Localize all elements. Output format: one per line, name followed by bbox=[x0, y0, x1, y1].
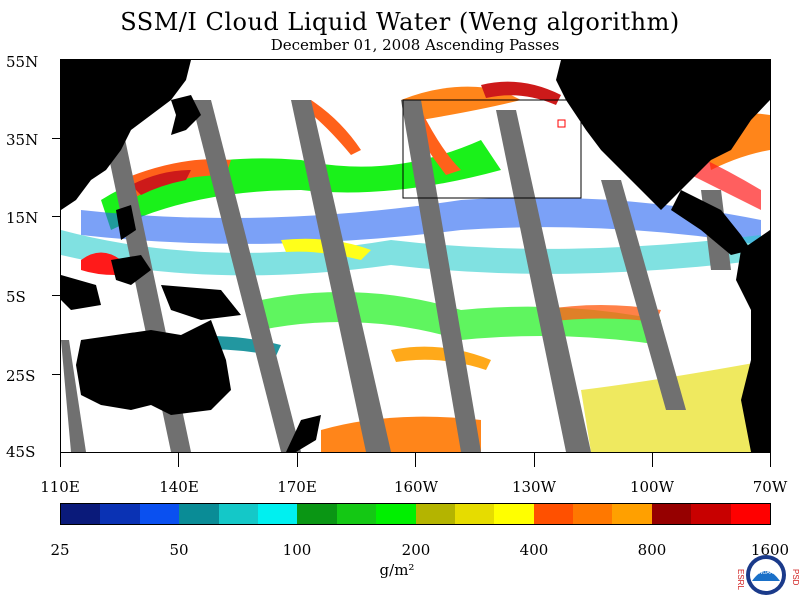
lat-tick bbox=[52, 138, 60, 139]
lon-label-130w: 130W bbox=[511, 478, 557, 496]
colorbar-label: 800 bbox=[637, 541, 667, 559]
colorbar-swatch bbox=[179, 504, 219, 524]
colorbar-swatch bbox=[415, 504, 455, 524]
lat-label-35n: 35N bbox=[6, 131, 39, 149]
map-panel bbox=[60, 59, 771, 453]
colorbar-swatch bbox=[651, 504, 692, 524]
colorbar bbox=[60, 503, 771, 525]
noaa-esrl-psd-logo: ESRL PSD NOAA bbox=[736, 555, 799, 595]
lat-label-25s: 25S bbox=[6, 367, 36, 385]
region-box bbox=[402, 99, 582, 199]
colorbar-swatch bbox=[454, 504, 495, 524]
colorbar-label: 25 bbox=[50, 541, 70, 559]
lon-tick bbox=[297, 453, 298, 467]
colorbar-swatch bbox=[257, 504, 298, 524]
lon-tick bbox=[178, 453, 179, 467]
colorbar-units: g/m² bbox=[379, 561, 415, 579]
lat-label-45s: 45S bbox=[6, 443, 36, 461]
colorbar-swatch bbox=[612, 504, 652, 524]
lon-tick bbox=[770, 453, 771, 467]
lon-label-110e: 110E bbox=[40, 478, 80, 496]
land-masses bbox=[61, 60, 770, 452]
colorbar-label: 50 bbox=[169, 541, 189, 559]
colorbar-label: 1600 bbox=[750, 541, 790, 559]
lat-tick bbox=[52, 374, 60, 375]
lon-label-160w: 160W bbox=[393, 478, 439, 496]
colorbar-swatch bbox=[494, 504, 534, 524]
lon-tick bbox=[415, 453, 416, 467]
lat-label-15n: 15N bbox=[6, 209, 39, 227]
colorbar-swatch bbox=[100, 504, 140, 524]
colorbar-swatch bbox=[297, 504, 337, 524]
lon-tick bbox=[652, 453, 653, 467]
station-marker bbox=[557, 119, 566, 128]
colorbar-swatch bbox=[573, 504, 613, 524]
colorbar-swatch bbox=[336, 504, 377, 524]
colorbar-label: 100 bbox=[282, 541, 312, 559]
colorbar-swatch bbox=[61, 504, 101, 524]
lat-tick bbox=[52, 295, 60, 296]
colorbar-label: 200 bbox=[401, 541, 431, 559]
lon-label-100w: 100W bbox=[629, 478, 675, 496]
lon-label-170e: 170E bbox=[277, 478, 317, 496]
lon-tick bbox=[534, 453, 535, 467]
colorbar-swatch bbox=[691, 504, 731, 524]
colorbar-swatch bbox=[139, 504, 180, 524]
colorbar-swatch bbox=[730, 504, 771, 524]
logo-noaa-text: NOAA bbox=[759, 570, 774, 576]
logo-psd-text: PSD bbox=[791, 569, 799, 586]
lat-label-5s: 5S bbox=[6, 288, 26, 306]
logo-esrl-text: ESRL bbox=[736, 569, 745, 590]
colorbar-swatch bbox=[533, 504, 574, 524]
lat-tick bbox=[52, 216, 60, 217]
lat-label-55n: 55N bbox=[6, 53, 39, 71]
colorbar-swatch bbox=[376, 504, 416, 524]
colorbar-label: 400 bbox=[519, 541, 549, 559]
lon-label-140e: 140E bbox=[159, 478, 199, 496]
colorbar-swatch bbox=[218, 504, 258, 524]
lon-label-70w: 70W bbox=[752, 478, 788, 496]
lon-tick bbox=[60, 453, 61, 467]
map-title: SSM/I Cloud Liquid Water (Weng algorithm… bbox=[120, 8, 680, 36]
map-subtitle: December 01, 2008 Ascending Passes bbox=[270, 36, 560, 54]
map-canvas bbox=[61, 60, 770, 452]
